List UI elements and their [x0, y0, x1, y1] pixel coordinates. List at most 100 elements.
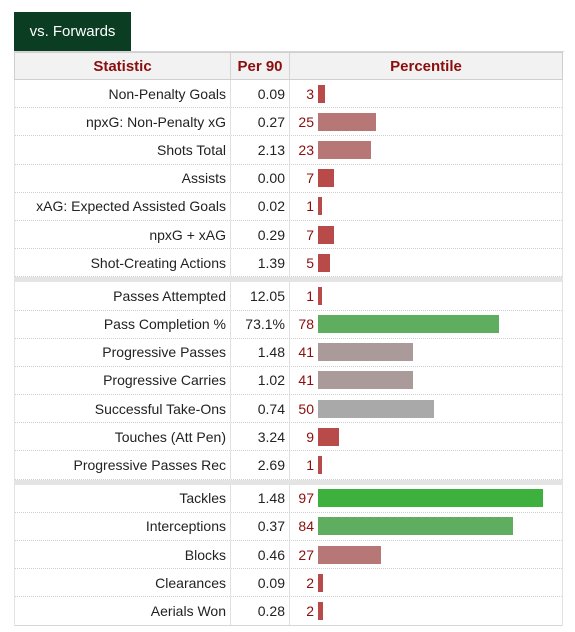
table-row: Blocks 0.46 27: [15, 541, 562, 570]
stat-label: Passes Attempted: [15, 282, 231, 310]
percentile-cell: 1: [290, 451, 562, 478]
stat-label: Pass Completion %: [15, 310, 231, 338]
percentile-value: 7: [306, 226, 314, 243]
percentile-cell: 1: [290, 193, 562, 220]
stat-label: Tackles: [15, 484, 231, 512]
percentile-value: 97: [298, 490, 314, 507]
stat-label: Progressive Passes: [15, 338, 231, 366]
percentile-cell: 9: [290, 423, 562, 450]
percentile-value: 27: [298, 546, 314, 563]
per90-value: 0.09: [231, 80, 290, 108]
percentile-value: 7: [306, 170, 314, 187]
percentile-bar: [318, 545, 381, 564]
per90-value: 2.69: [231, 451, 290, 479]
percentile-bar: [318, 197, 322, 216]
percentile-value: 41: [298, 344, 314, 361]
percentile-value: 41: [298, 372, 314, 389]
percentile-bar: [318, 84, 325, 103]
percentile-cell: 7: [290, 165, 562, 192]
percentile-bar: [318, 315, 499, 334]
per90-value: 0.02: [231, 192, 290, 220]
percentile-bar: [318, 601, 323, 620]
table-row: Progressive Carries 1.02 41: [15, 366, 562, 396]
percentile-value: 78: [298, 316, 314, 333]
stat-label: Shot-Creating Actions: [15, 249, 231, 277]
percentile-bar-track: [318, 517, 562, 536]
percentile-bar-track: [318, 84, 562, 103]
percentile-bar-track: [318, 601, 562, 620]
percentile-bar: [318, 286, 322, 305]
per90-value: 12.05: [231, 282, 290, 310]
group-separator: [14, 479, 563, 485]
stat-label: npxG: Non-Penalty xG: [15, 108, 231, 136]
stat-label: Blocks: [15, 541, 231, 569]
percentile-value: 5: [306, 254, 314, 271]
percentile-bar-track: [318, 140, 562, 159]
header-per90[interactable]: Per 90: [231, 53, 290, 79]
table-body: Non-Penalty Goals 0.09 3 npxG: Non-Penalty …: [14, 80, 563, 626]
per90-value: 0.37: [231, 512, 290, 540]
percentile-bar-track: [318, 545, 562, 564]
percentile-cell: 1: [290, 282, 562, 309]
header-statistic[interactable]: Statistic: [15, 53, 231, 79]
per90-value: 0.29: [231, 220, 290, 249]
table-row: Shot-Creating Actions 1.39 5: [15, 249, 562, 278]
per90-value: 0.27: [231, 108, 290, 136]
percentile-bar-track: [318, 253, 562, 272]
percentile-value: 2: [306, 602, 314, 619]
percentile-bar-track: [318, 286, 562, 305]
percentile-bar: [318, 112, 376, 131]
percentile-bar: [318, 225, 334, 244]
stat-label: Successful Take-Ons: [15, 395, 231, 423]
percentile-bar: [318, 253, 330, 272]
percentile-cell: 23: [290, 136, 562, 163]
stat-label: Clearances: [15, 569, 231, 597]
percentile-cell: 2: [290, 597, 562, 624]
table-row: xAG: Expected Assisted Goals 0.02 1: [15, 192, 562, 221]
table-row: Tackles 1.48 97: [15, 484, 562, 513]
percentile-bar: [318, 489, 543, 508]
stat-label: Aerials Won: [15, 597, 231, 625]
percentile-bar-track: [318, 371, 562, 390]
percentile-bar-track: [318, 315, 562, 334]
per90-value: 1.48: [231, 338, 290, 366]
stat-group: Non-Penalty Goals 0.09 3 npxG: Non-Penalty …: [14, 80, 563, 278]
stat-label: npxG + xAG: [15, 220, 231, 249]
table-row: npxG: Non-Penalty xG 0.27 25: [15, 108, 562, 137]
percentile-value: 9: [306, 428, 314, 445]
stat-label: Shots Total: [15, 136, 231, 164]
percentile-cell: 5: [290, 249, 562, 276]
tab-vs-forwards[interactable]: vs. Forwards: [14, 12, 131, 51]
scouting-report-table: Statistic Per 90 Percentile Non-Penalty …: [14, 52, 563, 626]
per90-value: 1.02: [231, 366, 290, 395]
per90-value: 1.48: [231, 484, 290, 512]
percentile-cell: 7: [290, 221, 562, 248]
percentile-value: 84: [298, 518, 314, 535]
table-row: Shots Total 2.13 23: [15, 136, 562, 165]
percentile-value: 3: [306, 85, 314, 102]
per90-value: 0.28: [231, 597, 290, 625]
percentile-cell: 25: [290, 108, 562, 135]
header-percentile[interactable]: Percentile: [390, 57, 462, 75]
percentile-bar-track: [318, 427, 562, 446]
percentile-cell: 2: [290, 569, 562, 596]
table-row: Interceptions 0.37 84: [15, 512, 562, 541]
percentile-value: 1: [306, 198, 314, 215]
stat-group: Passes Attempted 12.05 1 Pass Completion % 7…: [14, 282, 563, 480]
percentile-bar: [318, 169, 334, 188]
percentile-bar: [318, 427, 339, 446]
percentile-value: 1: [306, 287, 314, 304]
group-separator: [14, 277, 563, 283]
percentile-value: 1: [306, 457, 314, 474]
per90-value: 73.1%: [231, 310, 290, 338]
percentile-bar-track: [318, 456, 562, 475]
table-row: Clearances 0.09 2: [15, 569, 562, 598]
stat-label: Progressive Carries: [15, 366, 231, 395]
stat-label: xAG: Expected Assisted Goals: [15, 192, 231, 220]
table-row: Passes Attempted 12.05 1: [15, 282, 562, 311]
percentile-cell: 84: [290, 513, 562, 540]
stat-label: Interceptions: [15, 512, 231, 540]
percentile-cell: 41: [290, 339, 562, 366]
table-row: Pass Completion % 73.1% 78: [15, 310, 562, 339]
percentile-value: 23: [298, 141, 314, 158]
